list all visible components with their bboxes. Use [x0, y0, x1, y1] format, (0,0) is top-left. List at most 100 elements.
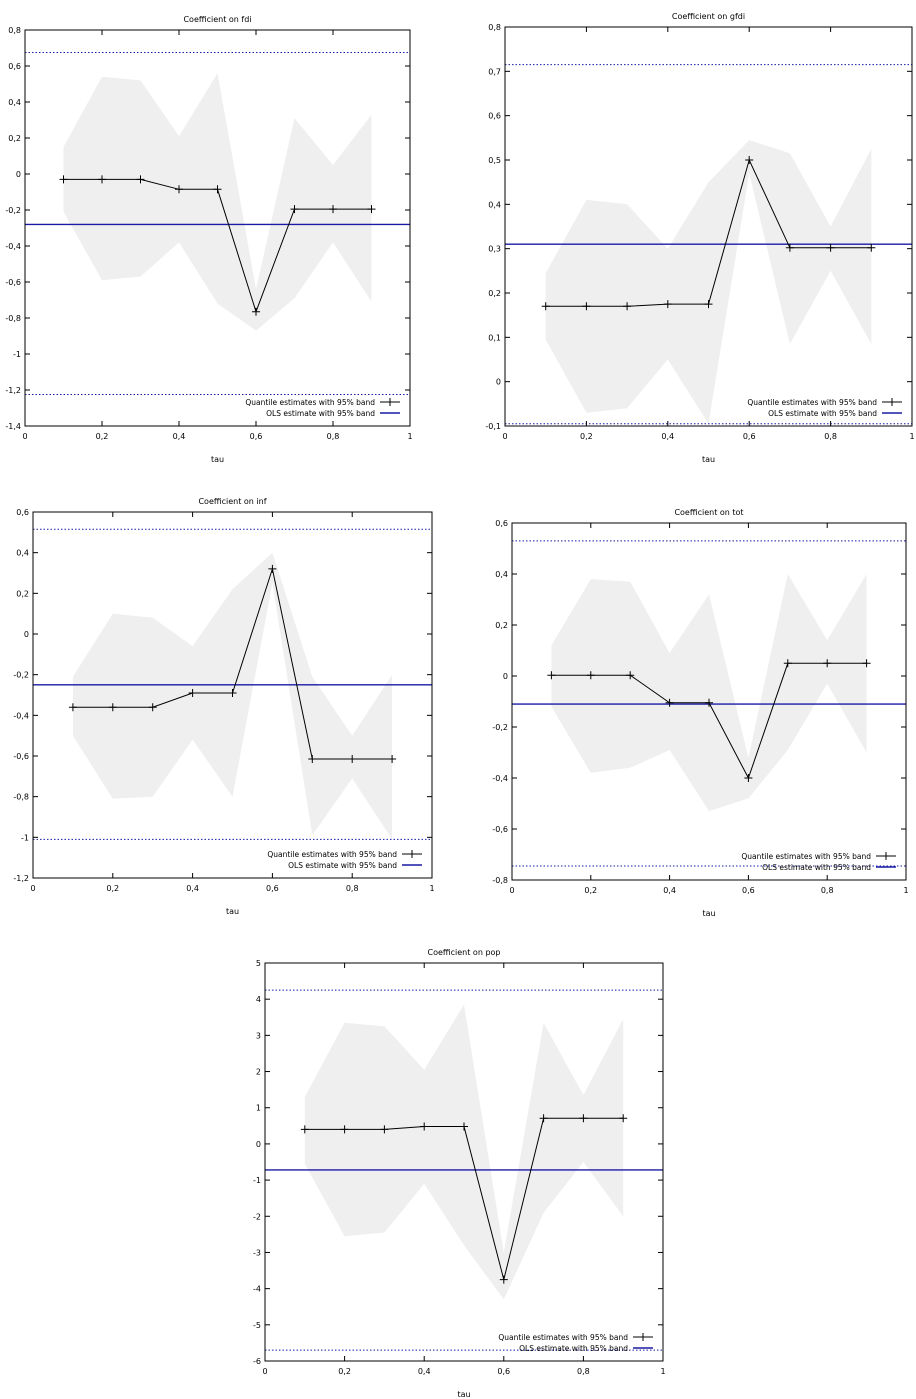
quantile-point	[367, 205, 376, 214]
x-tick-label: 1	[909, 432, 914, 441]
y-tick-label: 0	[24, 630, 29, 639]
y-tick-label: 0,4	[495, 570, 508, 579]
quantile-point	[175, 185, 183, 194]
x-tick-label: 0,6	[742, 886, 755, 895]
quantile-point	[665, 698, 674, 707]
chart-panel-2: -0,100,10,20,30,40,50,60,70,80 0,2 0,4 0,6 0…	[485, 12, 914, 464]
quantile-point	[541, 302, 550, 311]
quantile-point	[98, 175, 106, 184]
x-tick-label: 0,8	[824, 432, 837, 441]
legend-quantile-label: Quantile estimates with 95% band	[267, 850, 397, 859]
quantile-band	[545, 140, 872, 424]
chart-title: Coefficient on pop	[428, 948, 501, 957]
y-tick-label: 0,5	[488, 156, 501, 165]
chart-panel-3: -1,2 -1 -0,8 -0,6 -0,4 -0,2 0 0,2 0,4 0,6 0 0,2 0,4 0…	[13, 497, 434, 916]
y-tick-label: 0,3	[488, 245, 501, 254]
quantile-point	[499, 1275, 508, 1284]
x-tick-label: 1	[429, 884, 434, 893]
y-tick-label: 0,7	[488, 67, 501, 76]
y-tick-label: -0,6	[492, 825, 508, 834]
quantile-point	[867, 243, 876, 252]
quantile-point	[59, 175, 68, 184]
chart-title: Coefficient on inf	[198, 497, 266, 506]
quantile-point	[252, 307, 260, 316]
y-tick-label: -0,1	[485, 422, 501, 431]
y-tick-label: 0,4	[488, 200, 501, 209]
y-tick-label: -1,2	[13, 874, 29, 883]
y-tick-label: 0	[496, 378, 501, 387]
quantile-band	[551, 574, 867, 812]
legend-ols-label: OLS estimate with 95% band	[288, 861, 397, 870]
x-tick-label: 1	[903, 886, 908, 895]
x-tick-label: 0,8	[577, 1367, 590, 1376]
x-tick-label: 0,8	[821, 886, 834, 895]
chart-panel-1: -1,4 -1,2 -1 -0,8 -0,6 -0,4 -0,2 0 0,2 0,4 0,6 0,8 0…	[5, 15, 412, 464]
x-tick-label: 0,6	[743, 432, 756, 441]
y-tick-label: -0,8	[13, 793, 29, 802]
quantile-point	[823, 659, 832, 668]
legend-ols-label: OLS estimate with 95% band	[768, 409, 877, 418]
quantile-point	[268, 564, 277, 573]
y-tick-label: -2	[253, 1212, 261, 1221]
y-tick-label: 0,6	[488, 112, 501, 121]
y-tick-label: -1,4	[5, 422, 21, 431]
quantile-point	[582, 302, 591, 311]
chart-title: Coefficient on fdi	[183, 15, 251, 24]
x-axis-label: tau	[226, 907, 239, 916]
x-tick-label: 0,6	[266, 884, 279, 893]
x-tick-label: 0,8	[327, 432, 340, 441]
legend-ols-label: OLS estimate with 95% band	[762, 863, 871, 872]
y-tick-label: 0,2	[8, 134, 21, 143]
y-tick-label: -0,4	[492, 774, 508, 783]
quantile-point	[188, 688, 197, 697]
quantile-point	[579, 1114, 588, 1123]
x-tick-label: 0,8	[346, 884, 359, 893]
y-tick-label: 0,6	[495, 519, 508, 528]
quantile-point	[148, 703, 157, 712]
y-tick-label: -1,2	[5, 386, 21, 395]
y-tick-label: -0,2	[5, 206, 21, 215]
quantile-point	[420, 1122, 429, 1131]
quantile-point	[826, 243, 835, 252]
y-tick-label: -0,6	[13, 752, 29, 761]
y-tick-label: -1	[253, 1176, 261, 1185]
x-tick-label: 0	[262, 1367, 267, 1376]
legend-quantile-label: Quantile estimates with 95% band	[498, 1333, 628, 1342]
quantile-band	[63, 73, 372, 331]
y-tick-label: 3	[256, 1031, 261, 1040]
x-tick-label: 0	[509, 886, 514, 895]
quantile-point	[705, 698, 713, 707]
x-tick-label: 0	[30, 884, 35, 893]
quantile-point	[862, 659, 871, 668]
y-tick-label: 0,4	[8, 98, 21, 107]
quantile-point	[380, 1125, 389, 1134]
x-tick-label: 0,4	[661, 432, 674, 441]
chart-title: Coefficient on gfdi	[672, 12, 745, 21]
y-tick-label: 0,8	[488, 23, 501, 32]
x-tick-label: 0	[22, 432, 27, 441]
y-tick-label: 0	[256, 1140, 261, 1149]
y-tick-label: -0,8	[5, 314, 21, 323]
quantile-point	[290, 205, 299, 214]
chart-panel-5: -6 -5 -4 -3 -2 -1 0 1 2 3 4 5 0 0,2 0,4 0,6 0,8 1 Coeffici…	[253, 948, 666, 1399]
y-tick-label: 0,2	[16, 589, 29, 598]
y-tick-label: 0,6	[16, 508, 29, 517]
x-tick-label: 0,2	[584, 886, 597, 895]
quantile-point	[329, 205, 337, 214]
quantile-point	[136, 175, 145, 184]
x-tick-label: 0,2	[96, 432, 109, 441]
x-tick-label: 0,4	[418, 1367, 431, 1376]
y-tick-label: -0,4	[13, 711, 29, 720]
x-tick-label: 0	[502, 432, 507, 441]
quantile-point	[783, 659, 792, 668]
x-axis-label: tau	[457, 1390, 470, 1399]
x-tick-label: 0,4	[663, 886, 676, 895]
x-axis-label: tau	[702, 455, 715, 464]
x-tick-label: 0,4	[173, 432, 186, 441]
x-tick-label: 0,6	[497, 1367, 510, 1376]
quantile-point	[745, 156, 754, 164]
quantile-point	[626, 671, 635, 680]
quantile-point	[547, 671, 556, 680]
x-tick-label: 1	[407, 432, 412, 441]
